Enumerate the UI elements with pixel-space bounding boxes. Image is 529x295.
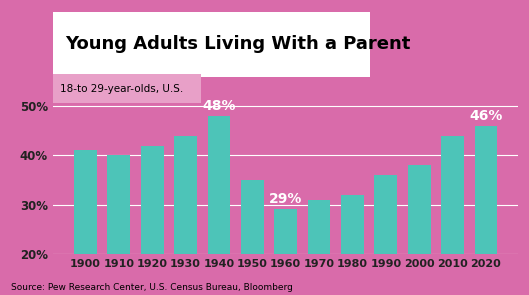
Text: Young Adults Living With a Parent: Young Adults Living With a Parent [66,35,411,53]
Bar [275,209,297,295]
Bar [107,155,130,295]
Bar [341,195,364,295]
Bar [207,116,230,295]
Text: 48%: 48% [202,99,235,113]
Bar [441,136,464,295]
Text: Source: Pew Research Center, U.S. Census Bureau, Bloomberg: Source: Pew Research Center, U.S. Census… [11,283,293,292]
Bar [408,165,431,295]
Text: 46%: 46% [469,109,503,123]
Bar [308,200,331,295]
Text: 29%: 29% [269,193,303,206]
Bar [174,136,197,295]
Bar [74,150,97,295]
Bar [241,180,263,295]
Bar [475,126,497,295]
Bar [375,175,397,295]
Bar [141,145,163,295]
Text: 18-to 29-year-olds, U.S.: 18-to 29-year-olds, U.S. [60,83,184,94]
